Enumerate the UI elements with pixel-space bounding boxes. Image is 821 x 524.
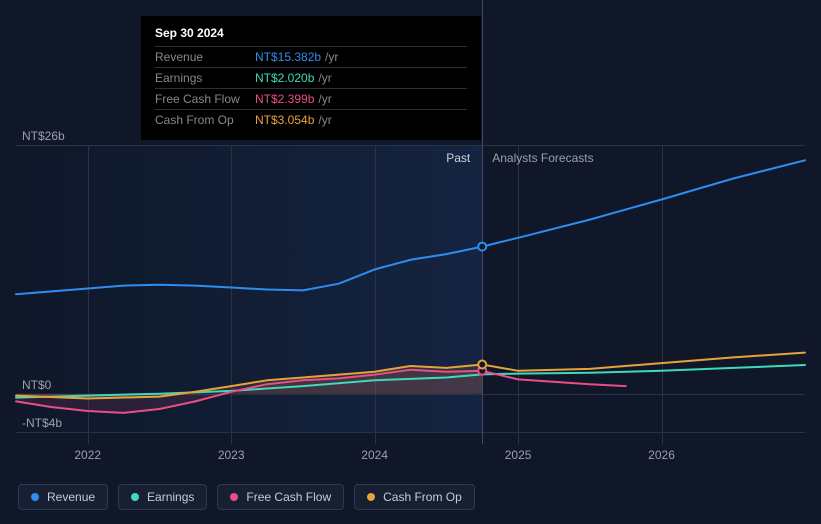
legend-dot-icon [230, 493, 238, 501]
tooltip-row-unit: /yr [318, 71, 331, 85]
hover-marker-revenue [478, 243, 486, 251]
legend-item-cfo[interactable]: Cash From Op [354, 484, 475, 510]
legend-dot-icon [31, 493, 39, 501]
legend-dot-icon [367, 493, 375, 501]
tooltip-row-value: NT$2.020b [255, 71, 314, 85]
tooltip-row-unit: /yr [318, 92, 331, 106]
hover-marker-cfo [478, 361, 486, 369]
legend-item-revenue[interactable]: Revenue [18, 484, 108, 510]
tooltip-row-label: Free Cash Flow [155, 92, 255, 106]
legend-dot-icon [131, 493, 139, 501]
tooltip-row-value: NT$2.399b [255, 92, 314, 106]
chart-area: NT$26bNT$0-NT$4b20222023202420252026Past… [16, 125, 805, 474]
series-line-revenue [16, 160, 805, 294]
legend-label: Free Cash Flow [246, 490, 331, 504]
plot-svg [16, 125, 805, 474]
tooltip-row: Free Cash FlowNT$2.399b/yr [155, 88, 467, 109]
tooltip-row: RevenueNT$15.382b/yr [155, 46, 467, 67]
tooltip-date: Sep 30 2024 [155, 26, 467, 46]
hover-tooltip: Sep 30 2024 RevenueNT$15.382b/yrEarnings… [141, 16, 481, 140]
tooltip-row-unit: /yr [325, 50, 338, 64]
tooltip-row-label: Earnings [155, 71, 255, 85]
tooltip-row-label: Revenue [155, 50, 255, 64]
legend: Revenue Earnings Free Cash Flow Cash From O… [18, 484, 475, 510]
tooltip-row: EarningsNT$2.020b/yr [155, 67, 467, 88]
legend-label: Earnings [147, 490, 194, 504]
legend-item-earnings[interactable]: Earnings [118, 484, 207, 510]
legend-label: Revenue [47, 490, 95, 504]
tooltip-row-value: NT$15.382b [255, 50, 321, 64]
legend-label: Cash From Op [383, 490, 462, 504]
legend-item-fcf[interactable]: Free Cash Flow [217, 484, 344, 510]
